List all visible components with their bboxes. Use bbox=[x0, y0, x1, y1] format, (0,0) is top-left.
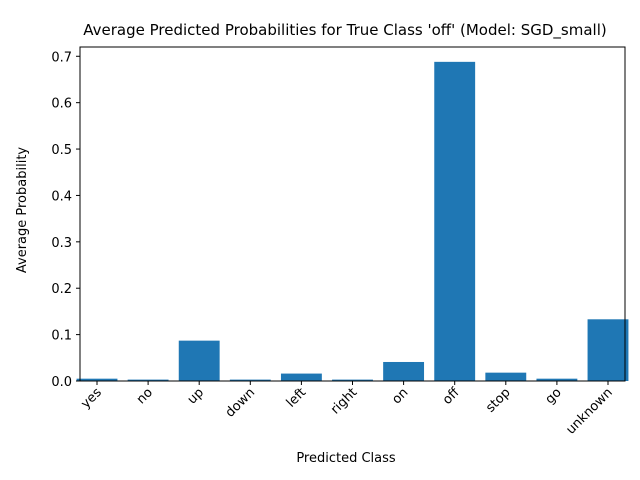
y-tick-label: 0.6 bbox=[51, 97, 72, 112]
x-tick-label: no bbox=[134, 385, 156, 407]
x-tick-label: yes bbox=[78, 385, 105, 412]
x-tick-label: go bbox=[543, 385, 565, 407]
y-tick-label: 0.2 bbox=[51, 282, 72, 297]
y-tick-label: 0.7 bbox=[51, 50, 72, 65]
chart-title: Average Predicted Probabilities for True… bbox=[83, 21, 606, 40]
bar-left bbox=[280, 373, 322, 381]
bar-on bbox=[383, 361, 425, 381]
x-tick-label: on bbox=[389, 385, 411, 407]
x-tick-label: right bbox=[328, 385, 360, 417]
bar-off bbox=[434, 61, 476, 381]
x-tick-label: unknown bbox=[563, 385, 615, 437]
x-tick-label: off bbox=[440, 384, 463, 407]
bar-unknown bbox=[587, 319, 629, 381]
y-tick-label: 0.0 bbox=[51, 375, 72, 390]
x-axis-label: Predicted Class bbox=[296, 451, 396, 466]
x-tick-label: down bbox=[223, 385, 258, 420]
bar-down bbox=[229, 379, 271, 381]
bars-group bbox=[76, 61, 629, 381]
y-tick-label: 0.5 bbox=[51, 143, 72, 158]
y-tick-label: 0.4 bbox=[51, 189, 72, 204]
plot-frame bbox=[79, 46, 626, 382]
bar-go bbox=[536, 378, 578, 381]
bar-yes bbox=[76, 378, 118, 381]
bar-right bbox=[332, 379, 373, 381]
y-tick-label: 0.1 bbox=[51, 329, 72, 344]
y-tick-label: 0.3 bbox=[51, 236, 72, 251]
y-axis-label: Average Probability bbox=[15, 147, 30, 274]
bar-up bbox=[178, 340, 220, 381]
x-tick-label: stop bbox=[483, 385, 513, 415]
x-tick-label: up bbox=[185, 385, 207, 407]
x-tick-label: left bbox=[284, 385, 310, 411]
bar-stop bbox=[485, 372, 527, 381]
bar-no bbox=[127, 379, 169, 381]
y-axis: 0.0 0.1 0.2 0.3 0.4 0.5 0.6 0.7 bbox=[51, 50, 80, 390]
